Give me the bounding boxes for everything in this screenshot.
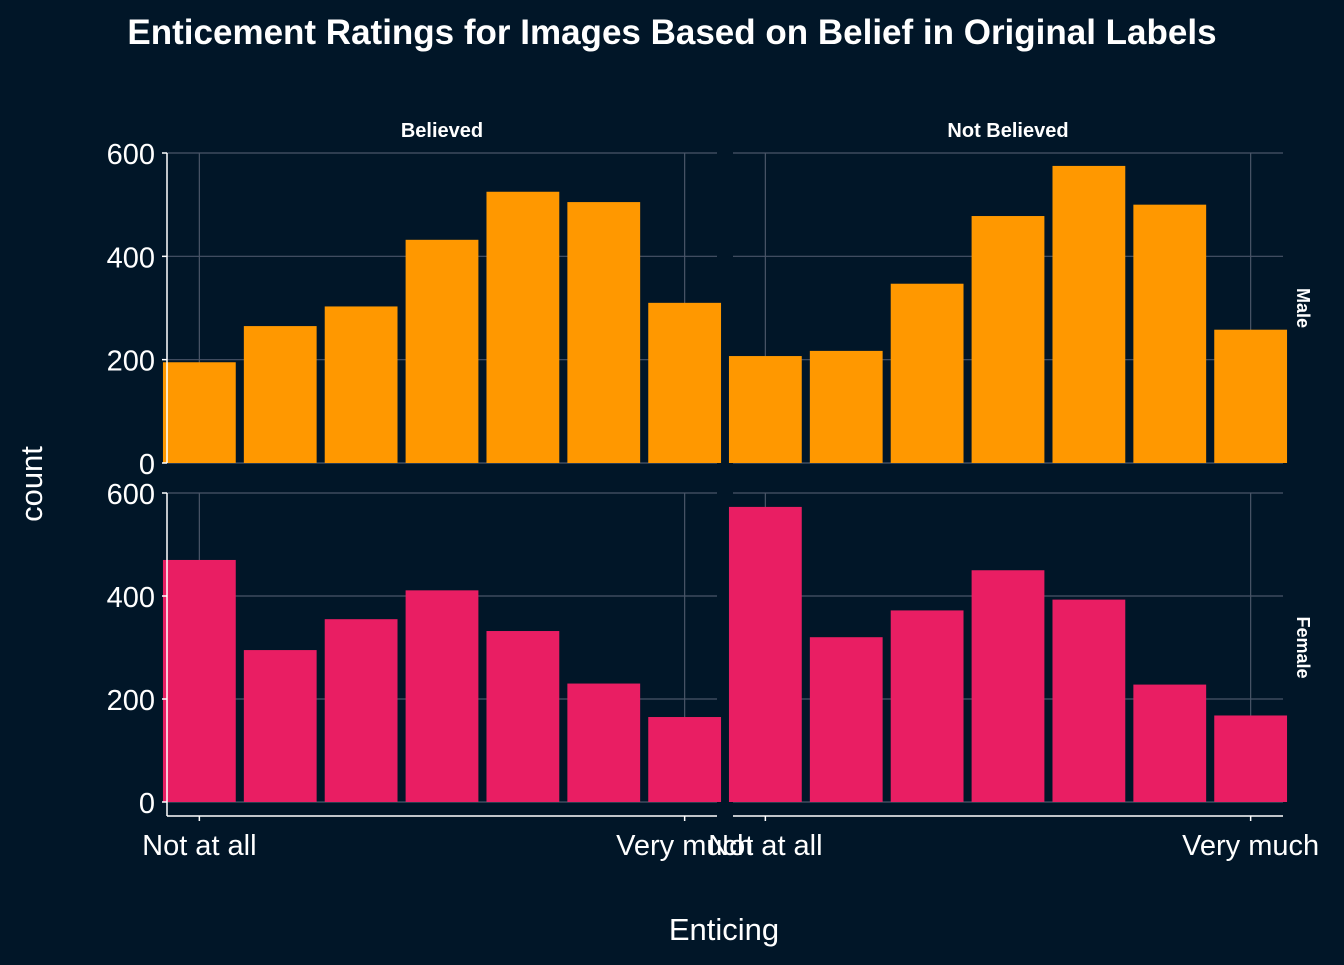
bar-female-not-believed-3 [890,610,964,802]
y-tick-label-200: 200 [107,346,155,378]
bar-female-not-believed-4 [971,570,1045,802]
bar-male-not-believed-2 [809,350,883,463]
bar-male-believed-1 [162,362,236,463]
bar-female-believed-2 [243,650,317,802]
bar-female-not-believed-6 [1133,684,1207,802]
bar-male-believed-5 [486,191,560,463]
bar-female-believed-4 [405,590,479,802]
y-tick-label-200: 200 [107,685,155,717]
y-tick-label-0: 0 [139,788,155,820]
bar-female-believed-3 [324,619,398,802]
facet-label-male: Male [1293,288,1313,328]
bar-male-not-believed-7 [1214,329,1288,463]
panel-male-not-believed: Not Believed Male [728,120,1313,464]
x-tick-label-not-at-all: Not at all [142,830,256,862]
panel-female-not-believed: Not at all Very much Female [708,492,1319,862]
bar-female-not-believed-1 [728,506,802,802]
panel-female-believed: 0 200 400 600 Not at all Very much [107,479,754,862]
bar-male-believed-3 [324,306,398,463]
panels-layer: 0 200 400 600 Believed Not Believed Male 0 200 40… [107,120,1320,862]
x-tick-label-not-at-all: Not at all [708,830,822,862]
y-tick-label-400: 400 [107,582,155,614]
bar-male-not-believed-1 [728,356,802,463]
bar-male-not-believed-5 [1052,165,1126,463]
bar-male-not-believed-3 [890,283,964,463]
bar-male-believed-6 [567,202,641,464]
y-tick-label-600: 600 [107,479,155,511]
bar-female-believed-5 [486,631,560,802]
facet-label-female: Female [1293,616,1313,678]
y-tick-label-0: 0 [139,449,155,481]
y-axis-label: count [14,446,49,522]
bar-male-believed-2 [243,326,317,463]
bar-female-believed-7 [648,717,722,802]
chart-title: Enticement Ratings for Images Based on B… [127,13,1216,52]
x-tick-label-very-much: Very much [616,830,753,862]
y-tick-label-400: 400 [107,242,155,274]
panel-male-believed: 0 200 400 600 Believed [107,120,722,481]
facet-label-not-believed: Not Believed [947,120,1068,142]
bar-female-not-believed-2 [809,637,883,802]
y-tick-label-600: 600 [107,139,155,171]
bar-male-believed-7 [648,302,722,463]
x-tick-label-very-much: Very much [1182,830,1319,862]
bar-female-not-believed-7 [1214,715,1288,802]
bar-female-believed-6 [567,683,641,802]
bar-female-not-believed-5 [1052,599,1126,802]
bar-male-not-believed-4 [971,216,1045,463]
x-axis-label: Enticing [669,912,779,947]
bar-female-believed-1 [162,559,236,802]
bar-male-believed-4 [405,239,479,463]
facet-label-believed: Believed [401,120,483,142]
bar-male-not-believed-6 [1133,204,1207,463]
